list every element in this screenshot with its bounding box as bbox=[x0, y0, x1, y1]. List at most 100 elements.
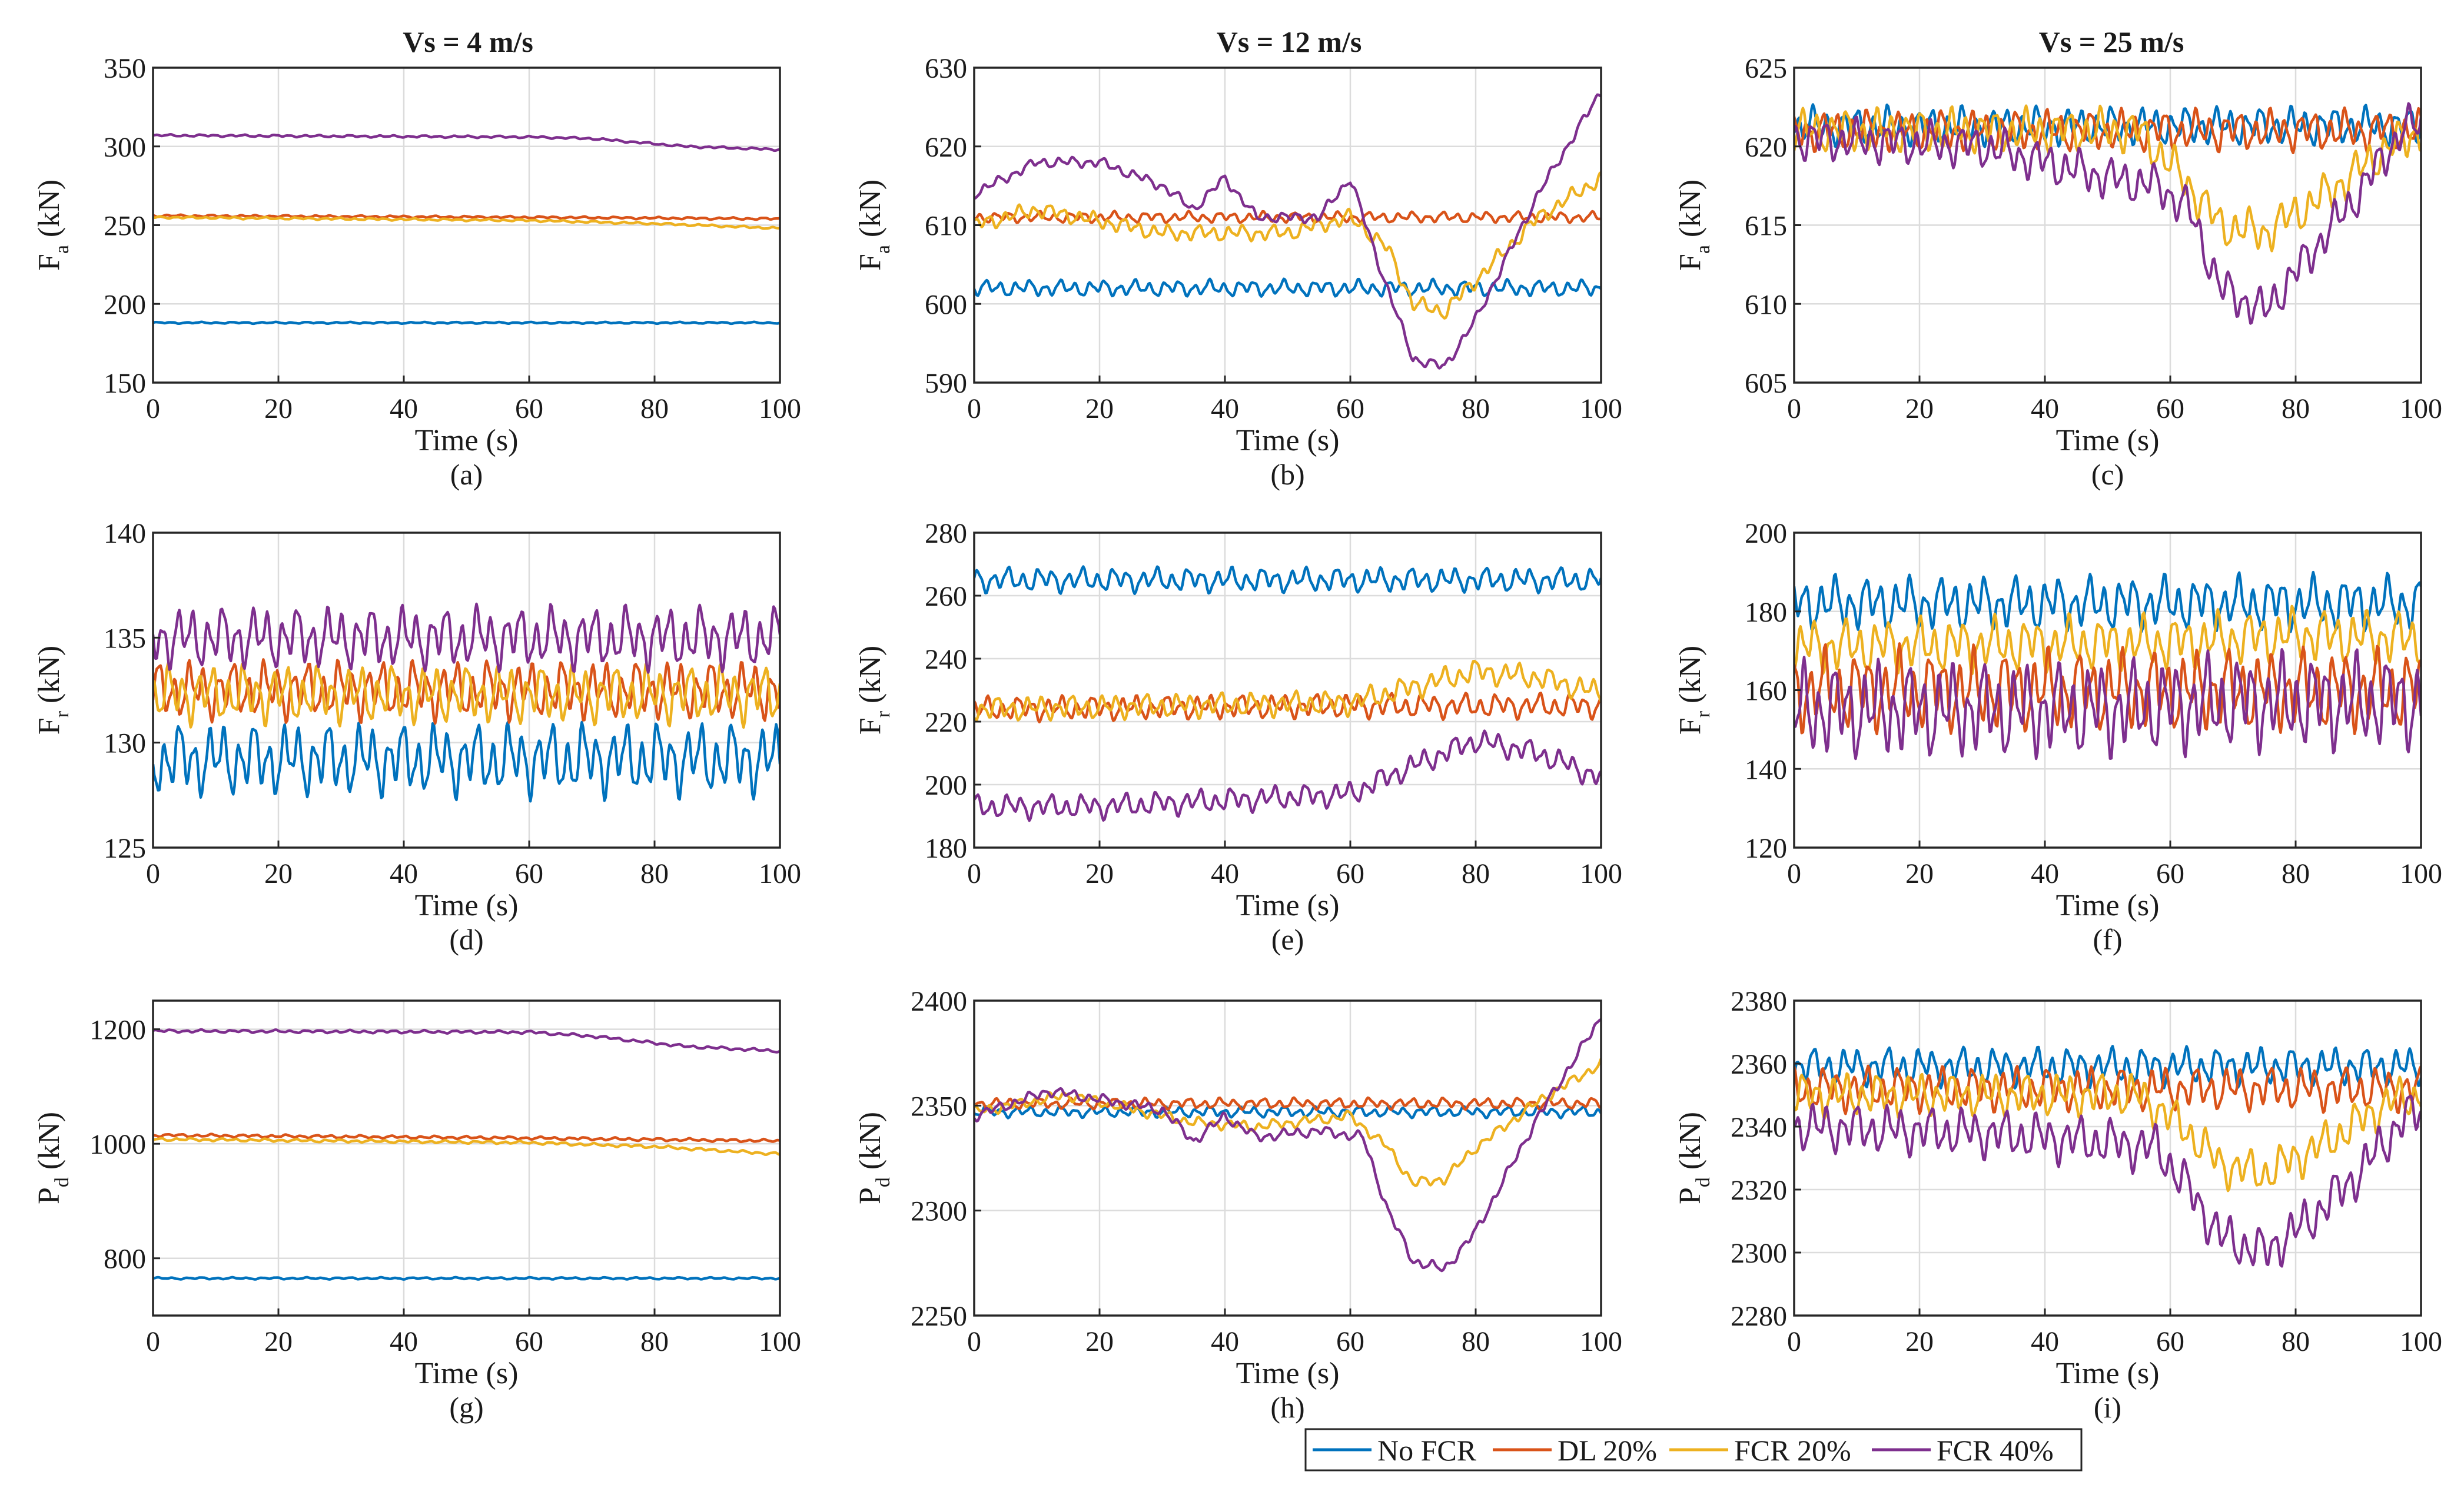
y-tick-label: 200 bbox=[1745, 518, 1787, 549]
y-axis-label: Fa (kN) bbox=[854, 180, 894, 271]
panel-label: (g) bbox=[449, 1391, 483, 1424]
x-axis-label: Time (s) bbox=[2056, 424, 2160, 457]
y-tick-label: 600 bbox=[925, 289, 967, 320]
series-line-dl-20 bbox=[153, 658, 780, 725]
y-tick-label: 620 bbox=[925, 132, 967, 163]
x-axis-label: Time (s) bbox=[2056, 1357, 2160, 1390]
x-tick-label: 80 bbox=[2282, 1326, 2310, 1357]
series-line-fcr-40 bbox=[1794, 647, 2421, 760]
series-line-no-fcr bbox=[974, 277, 1601, 298]
x-tick-label: 20 bbox=[1905, 1326, 1934, 1357]
panel-g: 0 20 40 60 80 100 800 1000 1200 Time (s)(g) Pd (kN… bbox=[32, 999, 801, 1424]
series-line-fcr-40 bbox=[153, 132, 780, 152]
panel-h: 0 20 40 60 80 100 2250 2300 2350 2400 Time (s)(h) P… bbox=[854, 986, 1622, 1424]
y-tick-label: 300 bbox=[104, 132, 146, 163]
y-tick-label: 2300 bbox=[1731, 1238, 1787, 1269]
x-tick-label: 100 bbox=[759, 858, 801, 889]
x-tick-label: 60 bbox=[1336, 858, 1364, 889]
x-tick-label: 60 bbox=[1336, 393, 1364, 424]
panel-d: 0 20 40 60 80 100 125 130 135 140 Time (s)(d) Fr (k… bbox=[32, 518, 801, 956]
legend-label-fcr40: FCR 40% bbox=[1937, 1434, 2054, 1467]
column-title-vs4: Vs = 4 m/s bbox=[403, 25, 533, 58]
y-tick-label: 140 bbox=[104, 518, 146, 549]
x-tick-label: 0 bbox=[1787, 858, 1801, 889]
panel-e-frame bbox=[973, 532, 1602, 849]
series-line-dl-20 bbox=[974, 210, 1601, 224]
x-tick-label: 100 bbox=[1580, 393, 1622, 424]
series-line-no-fcr bbox=[153, 720, 780, 803]
y-tick-label: 2300 bbox=[911, 1196, 967, 1227]
panel-i: 0 20 40 60 80 100 2280 2300 2320 2340 2360 2380 Time… bbox=[1673, 986, 2442, 1424]
panel-g-frame bbox=[152, 999, 781, 1317]
x-tick-label: 0 bbox=[967, 1326, 981, 1357]
y-tick-label: 2350 bbox=[911, 1091, 967, 1122]
series-line-no-fcr bbox=[974, 1105, 1601, 1120]
series-line-fcr-20 bbox=[1794, 104, 2421, 253]
y-tick-label: 610 bbox=[1745, 289, 1787, 320]
x-tick-label: 0 bbox=[146, 1326, 160, 1357]
y-tick-label: 2380 bbox=[1731, 986, 1787, 1017]
panel-a: 0 20 40 60 80 100 150 200 250 300 350 Time (s)(a) Fa… bbox=[32, 53, 801, 491]
y-tick-label: 280 bbox=[925, 518, 967, 549]
x-axis-label: Time (s) bbox=[415, 424, 519, 457]
x-tick-label: 20 bbox=[264, 1326, 293, 1357]
x-tick-label: 20 bbox=[1905, 393, 1934, 424]
y-tick-label: 630 bbox=[925, 53, 967, 84]
column-title-vs12: Vs = 12 m/s bbox=[1217, 25, 1362, 58]
x-tick-label: 100 bbox=[1580, 858, 1622, 889]
x-axis-label: Time (s) bbox=[2056, 889, 2160, 922]
x-tick-label: 40 bbox=[1211, 393, 1239, 424]
x-tick-label: 20 bbox=[1085, 1326, 1114, 1357]
x-tick-label: 80 bbox=[640, 1326, 669, 1357]
y-axis-label: Fr (kN) bbox=[32, 646, 73, 735]
panel-label: (b) bbox=[1270, 458, 1304, 491]
x-tick-label: 60 bbox=[2156, 858, 2184, 889]
y-tick-label: 120 bbox=[1745, 833, 1787, 864]
column-title-vs25: Vs = 25 m/s bbox=[2039, 25, 2184, 58]
x-tick-label: 100 bbox=[2400, 1326, 2442, 1357]
y-axis-label: Pd (kN) bbox=[32, 1112, 73, 1204]
series-line-dl-20 bbox=[974, 1096, 1601, 1111]
y-tick-label: 615 bbox=[1745, 211, 1787, 242]
series-line-no-fcr bbox=[1794, 103, 2421, 148]
x-tick-label: 40 bbox=[1211, 858, 1239, 889]
x-axis-label: Time (s) bbox=[415, 1357, 519, 1390]
series-line-no-fcr bbox=[1794, 570, 2421, 633]
series-line-fcr-20 bbox=[1794, 604, 2421, 676]
series-line-fcr-20 bbox=[153, 662, 780, 729]
x-tick-label: 60 bbox=[515, 1326, 543, 1357]
series-line-dl-20 bbox=[153, 1132, 780, 1144]
series-line-dl-20 bbox=[153, 213, 780, 221]
y-tick-label: 2280 bbox=[1731, 1301, 1787, 1332]
y-tick-label: 590 bbox=[925, 368, 967, 399]
y-tick-label: 2250 bbox=[911, 1301, 967, 1332]
series-line-fcr-40 bbox=[153, 602, 780, 674]
series-line-dl-20 bbox=[1794, 642, 2421, 736]
y-tick-label: 150 bbox=[104, 368, 146, 399]
legend-label-dl20: DL 20% bbox=[1558, 1434, 1657, 1467]
y-tick-label: 200 bbox=[925, 770, 967, 801]
x-tick-label: 100 bbox=[2400, 393, 2442, 424]
x-tick-label: 80 bbox=[2282, 858, 2310, 889]
x-tick-label: 80 bbox=[1462, 393, 1490, 424]
panel-label: (f) bbox=[2093, 923, 2123, 956]
panel-i-series bbox=[1794, 1045, 2421, 1268]
panel-g-series bbox=[153, 1028, 780, 1281]
panel-a-series bbox=[153, 132, 780, 326]
panel-e: 0 20 40 60 80 100 180 200 220 240 260 280 Time (s)(e… bbox=[854, 518, 1622, 956]
x-tick-label: 40 bbox=[390, 1326, 418, 1357]
y-tick-label: 130 bbox=[104, 728, 146, 759]
y-tick-label: 240 bbox=[925, 644, 967, 675]
series-line-dl-20 bbox=[1794, 106, 2421, 155]
x-tick-label: 40 bbox=[2031, 858, 2059, 889]
series-line-no-fcr bbox=[153, 320, 780, 326]
panel-g-area bbox=[153, 1001, 780, 1316]
series-line-dl-20 bbox=[974, 692, 1601, 723]
x-tick-label: 20 bbox=[1085, 858, 1114, 889]
y-axis-label: Fa (kN) bbox=[32, 180, 73, 271]
y-tick-label: 2360 bbox=[1731, 1049, 1787, 1080]
x-tick-label: 100 bbox=[759, 393, 801, 424]
x-tick-label: 0 bbox=[967, 393, 981, 424]
